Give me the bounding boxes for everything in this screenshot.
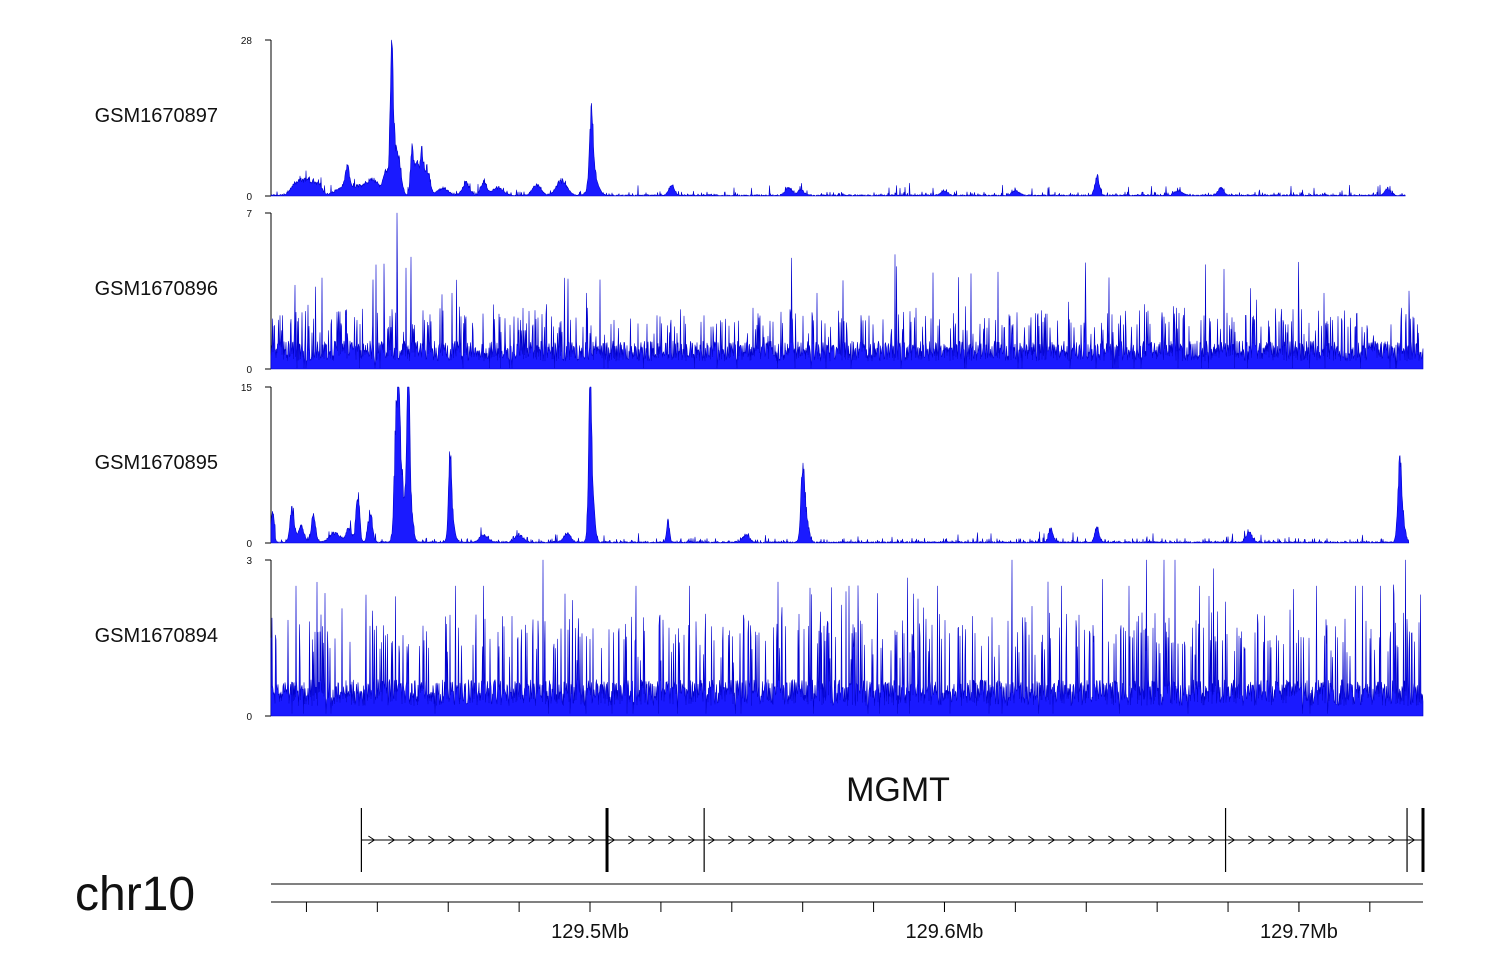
track-GSM1670896: GSM1670896 7 0 [95, 209, 1424, 376]
strand-arrow [648, 835, 656, 845]
strand-arrow [1128, 835, 1136, 845]
strand-arrow [1008, 835, 1016, 845]
strand-arrow [968, 835, 976, 845]
data-tracks: GSM1670897280GSM167089670GSM1670895150GS… [95, 36, 1424, 723]
strand-arrow [1108, 835, 1116, 845]
track-GSM1670894: GSM1670894 3 0 [95, 556, 1424, 723]
strand-arrow [1408, 835, 1416, 845]
strand-arrow [928, 835, 936, 845]
strand-arrow [1048, 835, 1056, 845]
strand-arrow [488, 835, 496, 845]
coverage-area-GSM1670897 [270, 39, 1406, 197]
chromosome-name: chr10 [75, 868, 195, 921]
axis-tick-label: 129.7Mb [1260, 921, 1338, 943]
strand-arrow [1188, 835, 1196, 845]
strand-arrow [828, 835, 836, 845]
strand-arrow [1248, 835, 1256, 845]
strand-arrow [1268, 835, 1276, 845]
track-GSM1670897: GSM1670897 28 0 [95, 36, 1406, 203]
strand-arrow [568, 835, 576, 845]
strand-arrow [1168, 835, 1176, 845]
strand-arrow [788, 835, 796, 845]
gene-track: MGMT [360, 771, 1425, 872]
strand-arrow [408, 835, 416, 845]
y-tick-label-max: 7 [246, 209, 252, 220]
coverage-area-GSM1670896 [270, 212, 1424, 370]
strand-arrow [628, 835, 636, 845]
strand-arrow [908, 835, 916, 845]
track-label: GSM1670896 [95, 278, 218, 300]
coverage-area-GSM1670895 [270, 386, 1410, 544]
strand-arrow [768, 835, 776, 845]
y-tick-label-min: 0 [246, 365, 252, 376]
strand-arrow [888, 835, 896, 845]
strand-arrow [748, 835, 756, 845]
y-tick-label-min: 0 [246, 712, 252, 723]
track-GSM1670895: GSM1670895 15 0 [95, 383, 1410, 550]
strand-arrow [1028, 835, 1036, 845]
axis-tick-label: 129.5Mb [551, 921, 629, 943]
strand-arrow [808, 835, 816, 845]
track-label: GSM1670895 [95, 452, 218, 474]
strand-arrow [1368, 835, 1376, 845]
strand-arrow [688, 835, 696, 845]
gene-model [360, 808, 1425, 872]
strand-arrow [608, 835, 616, 845]
strand-arrow [1068, 835, 1076, 845]
strand-arrow [1088, 835, 1096, 845]
y-tick-label-max: 28 [241, 36, 253, 47]
track-label: GSM1670897 [95, 105, 218, 127]
strand-arrow [1328, 835, 1336, 845]
strand-arrow [708, 835, 716, 845]
axis-tick-label: 129.6Mb [906, 921, 984, 943]
chromosome-axis: chr10 129.5Mb 129.6Mb 129.7Mb [75, 868, 1423, 943]
genome-axis-ticks: 129.5Mb 129.6Mb 129.7Mb [305, 902, 1371, 943]
strand-arrow [528, 835, 536, 845]
strand-arrow [1208, 835, 1216, 845]
strand-arrow [948, 835, 956, 845]
strand-arrow [668, 835, 676, 845]
y-tick-label-min: 0 [246, 539, 252, 550]
strand-arrow [1288, 835, 1296, 845]
y-tick-label-min: 0 [246, 192, 252, 203]
strand-arrow [1148, 835, 1156, 845]
strand-arrow [448, 835, 456, 845]
strand-arrow [728, 835, 736, 845]
strand-arrow [548, 835, 556, 845]
coverage-area-GSM1670894 [270, 559, 1424, 717]
gene-name: MGMT [846, 771, 950, 809]
strand-arrow [508, 835, 516, 845]
strand-arrow [988, 835, 996, 845]
strand-arrow [1348, 835, 1356, 845]
track-label: GSM1670894 [95, 625, 218, 647]
strand-arrow [1228, 835, 1236, 845]
strand-arrow [428, 835, 436, 845]
strand-arrow [368, 835, 376, 845]
strand-arrow [868, 835, 876, 845]
y-tick-label-max: 3 [246, 556, 252, 567]
y-tick-label-max: 15 [241, 383, 253, 394]
strand-arrow [468, 835, 476, 845]
strand-arrow [588, 835, 596, 845]
strand-arrow [388, 835, 396, 845]
strand-arrow [848, 835, 856, 845]
strand-arrow [1388, 835, 1396, 845]
strand-arrow [1308, 835, 1316, 845]
